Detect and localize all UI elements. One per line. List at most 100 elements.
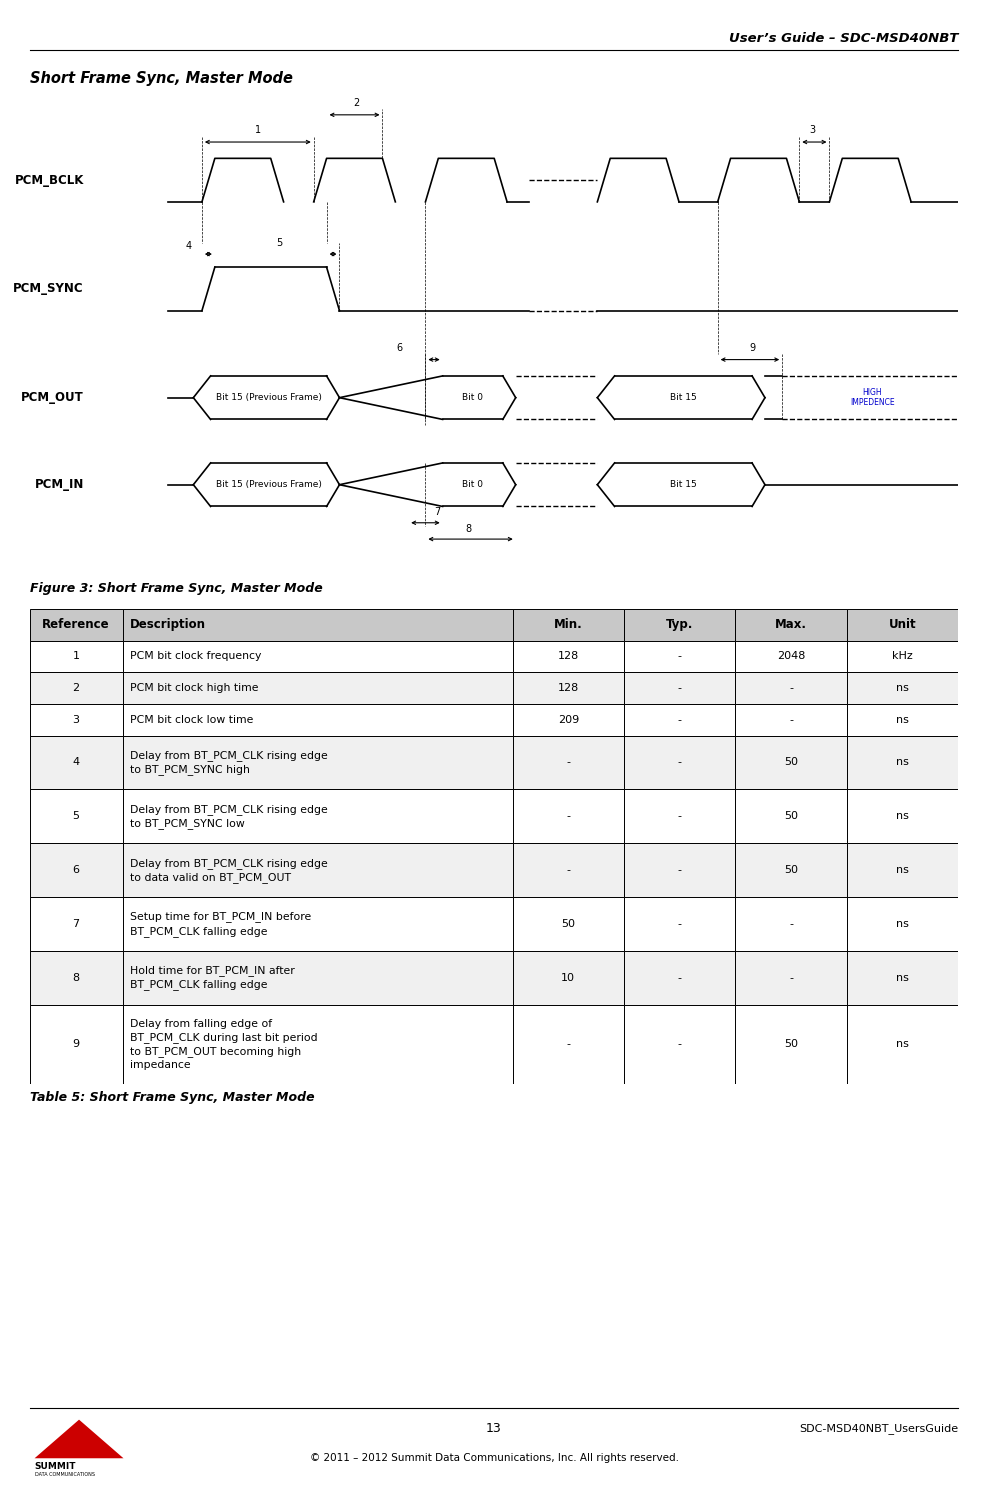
Bar (513, 735, 624, 790)
Bar (847, 704, 958, 735)
Text: 4: 4 (186, 241, 192, 251)
Text: -: - (678, 714, 682, 725)
Text: Max.: Max. (776, 618, 807, 631)
Bar (123, 843, 513, 897)
Text: DATA COMMUNICATIONS: DATA COMMUNICATIONS (35, 1472, 95, 1478)
Bar (123, 897, 513, 950)
Text: Min.: Min. (554, 618, 583, 631)
Text: ns: ns (896, 714, 909, 725)
Bar (624, 897, 735, 950)
Text: 13: 13 (486, 1423, 502, 1435)
Bar (847, 790, 958, 843)
Bar (847, 950, 958, 1005)
Text: 50: 50 (784, 811, 798, 821)
Text: Table 5: Short Frame Sync, Master Mode: Table 5: Short Frame Sync, Master Mode (30, 1091, 314, 1105)
Text: ns: ns (896, 1040, 909, 1050)
Text: Figure 3: Short Frame Sync, Master Mode: Figure 3: Short Frame Sync, Master Mode (30, 582, 322, 595)
Text: PCM_SYNC: PCM_SYNC (14, 282, 84, 296)
Text: 128: 128 (557, 683, 579, 693)
Text: ns: ns (896, 757, 909, 768)
Text: 8: 8 (72, 973, 80, 983)
Text: -: - (566, 811, 570, 821)
Bar (735, 897, 847, 950)
Text: Bit 15 (Previous Frame): Bit 15 (Previous Frame) (215, 394, 321, 402)
Bar (735, 950, 847, 1005)
Text: -: - (789, 973, 793, 983)
Bar (735, 735, 847, 790)
Text: ns: ns (896, 973, 909, 983)
Bar (735, 1005, 847, 1084)
Text: 6: 6 (72, 866, 80, 875)
Bar (513, 640, 624, 673)
Bar (513, 897, 624, 950)
Text: HIGH
IMPEDENCE: HIGH IMPEDENCE (850, 388, 895, 407)
Text: -: - (789, 919, 793, 930)
Text: ns: ns (896, 866, 909, 875)
Text: 50: 50 (561, 919, 575, 930)
Text: 2048: 2048 (777, 652, 805, 661)
Text: 1: 1 (72, 652, 80, 661)
Text: -: - (566, 866, 570, 875)
Text: ns: ns (896, 919, 909, 930)
Text: 7: 7 (72, 919, 80, 930)
Bar (624, 1005, 735, 1084)
Bar (513, 609, 624, 640)
Bar (847, 897, 958, 950)
Text: 4: 4 (72, 757, 80, 768)
Text: Bit 15: Bit 15 (670, 480, 697, 489)
Text: 128: 128 (557, 652, 579, 661)
Text: ns: ns (896, 683, 909, 693)
Bar (735, 704, 847, 735)
Text: 50: 50 (784, 757, 798, 768)
Bar (624, 843, 735, 897)
Text: 5: 5 (277, 238, 283, 248)
Bar (513, 1005, 624, 1084)
Text: kHz: kHz (892, 652, 913, 661)
Text: 9: 9 (72, 1040, 80, 1050)
Text: PCM bit clock low time: PCM bit clock low time (130, 714, 253, 725)
Bar (30, 897, 123, 950)
Text: 3: 3 (809, 126, 815, 135)
Bar (30, 735, 123, 790)
Bar (847, 640, 958, 673)
Text: Reference: Reference (42, 618, 110, 631)
Text: Bit 0: Bit 0 (462, 480, 483, 489)
Bar (123, 640, 513, 673)
Text: Description: Description (130, 618, 206, 631)
Text: Delay from BT_PCM_CLK rising edge
to BT_PCM_SYNC low: Delay from BT_PCM_CLK rising edge to BT_… (130, 803, 328, 829)
Text: 50: 50 (784, 1040, 798, 1050)
Text: Unit: Unit (889, 618, 917, 631)
Text: 50: 50 (784, 866, 798, 875)
Bar (123, 950, 513, 1005)
Text: -: - (566, 757, 570, 768)
Text: PCM_BCLK: PCM_BCLK (15, 174, 84, 187)
Text: -: - (678, 973, 682, 983)
Bar (624, 950, 735, 1005)
Bar (30, 790, 123, 843)
Bar (123, 704, 513, 735)
Text: -: - (678, 757, 682, 768)
Bar (624, 735, 735, 790)
Text: 10: 10 (561, 973, 575, 983)
Text: 5: 5 (72, 811, 80, 821)
Bar (30, 609, 123, 640)
Bar (847, 609, 958, 640)
Text: -: - (678, 866, 682, 875)
Text: Delay from falling edge of
BT_PCM_CLK during last bit period
to BT_PCM_OUT becom: Delay from falling edge of BT_PCM_CLK du… (130, 1019, 317, 1071)
Bar (624, 790, 735, 843)
Text: 2: 2 (72, 683, 80, 693)
Text: -: - (678, 919, 682, 930)
Bar (513, 790, 624, 843)
Bar (624, 704, 735, 735)
Text: Bit 15: Bit 15 (670, 394, 697, 402)
Bar (847, 843, 958, 897)
Text: 8: 8 (465, 524, 471, 533)
Bar (513, 950, 624, 1005)
Text: 3: 3 (72, 714, 80, 725)
Bar (735, 609, 847, 640)
Bar (513, 673, 624, 704)
Text: -: - (678, 683, 682, 693)
Bar (30, 640, 123, 673)
Text: SDC-MSD40NBT_UsersGuide: SDC-MSD40NBT_UsersGuide (799, 1423, 958, 1435)
Text: PCM_OUT: PCM_OUT (21, 391, 84, 404)
